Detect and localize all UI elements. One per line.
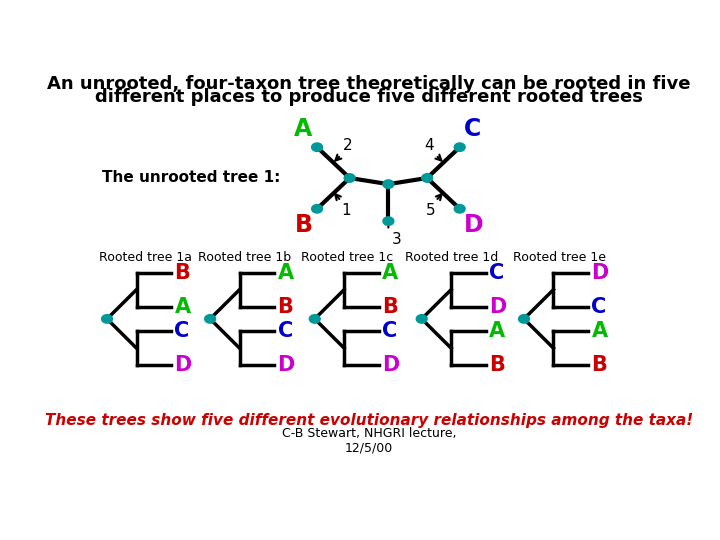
Text: C: C	[489, 262, 505, 283]
Text: These trees show five different evolutionary relationships among the taxa!: These trees show five different evolutio…	[45, 413, 693, 428]
Text: A: A	[174, 296, 191, 316]
Text: B: B	[382, 296, 398, 316]
Text: D: D	[464, 213, 484, 238]
Text: C-B Stewart, NHGRI lecture,
12/5/00: C-B Stewart, NHGRI lecture, 12/5/00	[282, 427, 456, 455]
Text: C: C	[464, 117, 482, 141]
Ellipse shape	[102, 315, 112, 323]
Text: D: D	[591, 262, 608, 283]
Text: 2: 2	[343, 138, 352, 153]
Text: D: D	[174, 355, 192, 375]
Text: D: D	[489, 296, 506, 316]
Text: different places to produce five different rooted trees: different places to produce five differe…	[95, 88, 643, 106]
Ellipse shape	[422, 174, 433, 182]
Text: B: B	[591, 355, 607, 375]
Ellipse shape	[518, 315, 529, 323]
Text: A: A	[489, 321, 505, 341]
Text: C: C	[174, 321, 190, 341]
Text: A: A	[294, 117, 312, 141]
Ellipse shape	[454, 205, 465, 213]
Text: B: B	[174, 262, 190, 283]
Text: B: B	[489, 355, 505, 375]
Text: A: A	[277, 262, 294, 283]
Text: 1: 1	[341, 202, 351, 218]
Ellipse shape	[416, 315, 427, 323]
Text: B: B	[277, 296, 294, 316]
Text: C: C	[277, 321, 293, 341]
Ellipse shape	[310, 315, 320, 323]
Text: 3: 3	[392, 232, 402, 247]
Ellipse shape	[344, 174, 355, 182]
Text: D: D	[277, 355, 294, 375]
Text: The unrooted tree 1:: The unrooted tree 1:	[102, 171, 280, 186]
Text: Rooted tree 1b: Rooted tree 1b	[199, 251, 292, 264]
Ellipse shape	[383, 217, 394, 225]
Text: C: C	[591, 296, 607, 316]
Text: A: A	[382, 262, 398, 283]
Ellipse shape	[383, 180, 394, 188]
Text: 5: 5	[426, 202, 436, 218]
Text: Rooted tree 1e: Rooted tree 1e	[513, 251, 606, 264]
Ellipse shape	[204, 315, 215, 323]
Text: An unrooted, four-taxon tree theoretically can be rooted in five: An unrooted, four-taxon tree theoretical…	[48, 75, 690, 93]
Text: Rooted tree 1c: Rooted tree 1c	[301, 251, 393, 264]
Ellipse shape	[312, 143, 323, 151]
Ellipse shape	[312, 205, 323, 213]
Text: D: D	[382, 355, 400, 375]
Text: Rooted tree 1a: Rooted tree 1a	[99, 251, 192, 264]
Text: A: A	[591, 321, 608, 341]
Text: C: C	[382, 321, 397, 341]
Text: Rooted tree 1d: Rooted tree 1d	[405, 251, 498, 264]
Text: B: B	[294, 213, 312, 238]
Text: 4: 4	[425, 138, 434, 153]
Ellipse shape	[454, 143, 465, 151]
